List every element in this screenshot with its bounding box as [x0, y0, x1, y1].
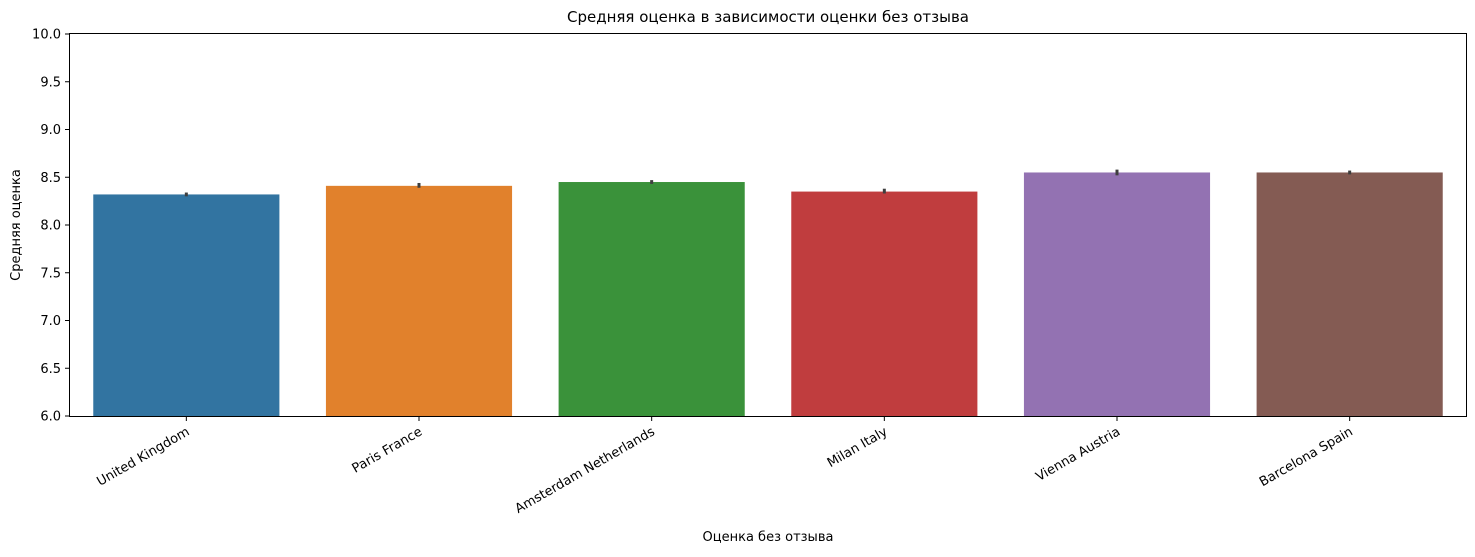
bar	[325, 185, 513, 416]
x-tick-label: Amsterdam Netherlands	[513, 424, 658, 517]
y-axis-title: Средняя оценка	[9, 169, 24, 281]
bars-layer	[93, 172, 1443, 416]
y-tick-label: 9.0	[40, 123, 61, 138]
x-tick-label: United Kingdom	[94, 424, 192, 489]
y-tick-label: 6.5	[40, 362, 61, 377]
x-axis-title: Оценка без отзыва	[703, 530, 834, 545]
y-tick-label: 6.0	[40, 410, 61, 425]
x-tick-label: Barcelona Spain	[1257, 424, 1356, 490]
y-tick-label: 10.0	[32, 28, 61, 43]
bar	[93, 194, 280, 416]
chart-title: Средняя оценка в зависимости оценки без …	[567, 8, 969, 26]
bar	[1256, 172, 1443, 416]
error-bars-layer	[184, 169, 1352, 197]
y-axis: 6.0 6.5 7.0 7.5 8.0 8.5 9.0 9.5 10.0	[32, 28, 70, 425]
bar	[558, 182, 745, 416]
x-tick-label: Vienna Austria	[1033, 424, 1123, 484]
x-axis: United Kingdom Paris France Amsterdam Neth…	[94, 416, 1356, 517]
y-tick-label: 8.0	[40, 219, 61, 234]
bar	[791, 191, 978, 416]
y-tick-label: 7.5	[40, 266, 61, 281]
bar	[1023, 172, 1211, 416]
y-tick-label: 8.5	[40, 171, 61, 186]
x-tick-label: Paris France	[350, 424, 425, 476]
y-tick-label: 9.5	[40, 75, 61, 90]
y-tick-label: 7.0	[40, 314, 61, 329]
plot-frame	[69, 33, 1467, 417]
x-tick-label: Milan Italy	[825, 424, 891, 471]
